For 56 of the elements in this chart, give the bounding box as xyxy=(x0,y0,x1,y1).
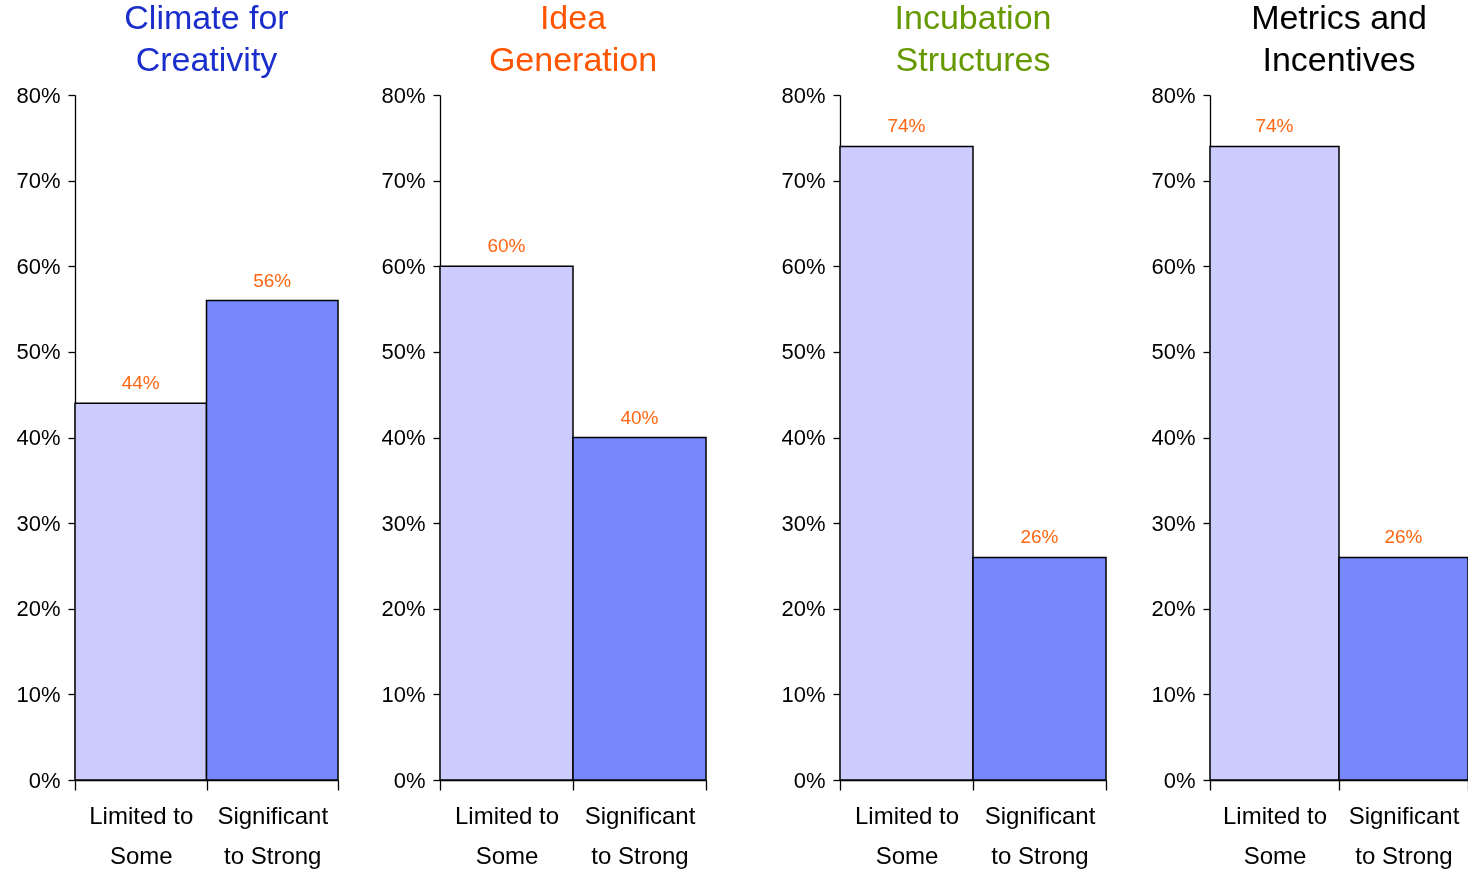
y-tick-label: 30% xyxy=(1151,510,1196,536)
y-tick-label: 70% xyxy=(1151,168,1196,194)
y-tick-label: 40% xyxy=(781,425,826,450)
y-tick-label: 10% xyxy=(16,681,61,707)
y-tick-label: 60% xyxy=(16,253,61,279)
x-tick-label: Limited to Some xyxy=(854,801,960,869)
y-tick-label: 10% xyxy=(381,681,426,707)
x-tick-label: Significant to Strong xyxy=(584,801,696,869)
y-tick-label: 60% xyxy=(1151,253,1196,279)
y-tick-label: 80% xyxy=(1151,82,1196,108)
y-tick-label: 80% xyxy=(16,82,61,108)
data-label: 26% xyxy=(1384,526,1423,548)
x-tick-label: Significant to Strong xyxy=(984,801,1096,869)
data-label: 56% xyxy=(253,269,292,291)
y-tick-label: 0% xyxy=(28,767,61,793)
data-label: 40% xyxy=(620,406,659,428)
x-tick-label: Significant to Strong xyxy=(1348,801,1460,869)
y-tick-label: 60% xyxy=(781,253,826,279)
chart-title: Incubation Structures xyxy=(894,0,1052,78)
y-tick-label: 70% xyxy=(781,168,826,194)
y-tick-label: 50% xyxy=(1151,339,1196,365)
y-tick-label: 50% xyxy=(381,339,426,365)
y-tick-label: 70% xyxy=(16,168,61,194)
y-tick-label: 0% xyxy=(393,767,426,793)
y-tick-label: 20% xyxy=(16,596,61,622)
chart-title: Climate for Creativity xyxy=(124,0,289,78)
y-tick-label: 30% xyxy=(16,510,61,536)
chart-title: Idea Generation xyxy=(488,0,658,78)
y-tick-label: 0% xyxy=(1163,767,1196,793)
y-tick-label: 20% xyxy=(781,596,826,622)
y-tick-label: 10% xyxy=(781,681,826,707)
y-tick-label: 50% xyxy=(16,339,61,365)
x-tick-label: Limited to Some xyxy=(1222,801,1328,869)
y-tick-label: 40% xyxy=(1151,425,1196,450)
y-tick-label: 80% xyxy=(781,82,826,108)
y-tick-label: 70% xyxy=(381,168,426,194)
y-tick-label: 10% xyxy=(1151,681,1196,707)
data-label: 44% xyxy=(121,372,160,394)
y-tick-label: 80% xyxy=(381,82,426,108)
y-tick-label: 30% xyxy=(381,510,426,536)
y-tick-label: 20% xyxy=(1151,596,1196,622)
y-tick-label: 60% xyxy=(381,253,426,279)
y-tick-label: 20% xyxy=(381,596,426,622)
y-tick-label: 50% xyxy=(781,339,826,365)
data-label: 26% xyxy=(1020,526,1059,548)
x-tick-label: Limited to Some xyxy=(89,801,194,869)
chart-title: Metrics and Incentives xyxy=(1251,0,1427,78)
data-label: 74% xyxy=(887,115,926,137)
y-tick-label: 0% xyxy=(793,767,826,793)
y-tick-label: 40% xyxy=(381,425,426,450)
x-tick-label: Significant to Strong xyxy=(217,801,329,869)
y-tick-label: 30% xyxy=(781,510,826,536)
data-label: 60% xyxy=(487,235,526,257)
data-label: 74% xyxy=(1255,115,1294,137)
y-tick-label: 40% xyxy=(16,425,61,450)
x-tick-label: Limited to Some xyxy=(454,801,560,869)
